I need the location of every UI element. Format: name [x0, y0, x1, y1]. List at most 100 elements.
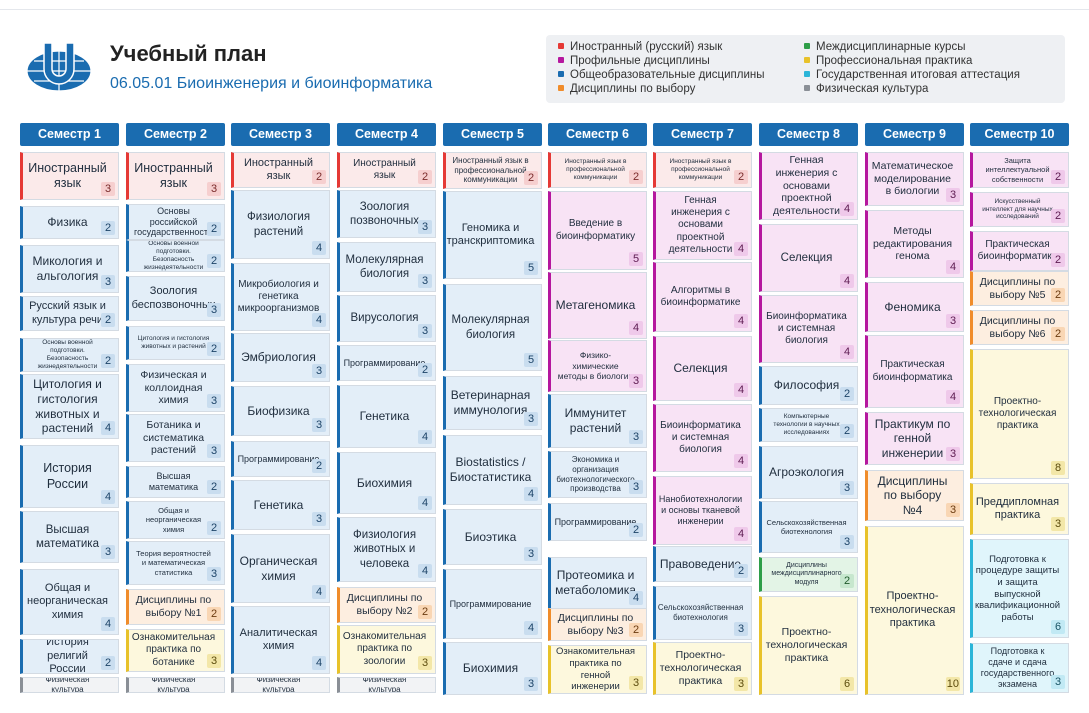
- course-card[interactable]: Сельскохозяйственная биотехнология 3: [759, 501, 858, 553]
- course-card[interactable]: История религий России 2: [20, 639, 119, 674]
- course-name: Основы российской государственности: [134, 205, 213, 238]
- course-card[interactable]: Нанобиотехнологии и основы тканевой инже…: [653, 476, 752, 545]
- course-card[interactable]: Подготовка к процедуре защиты и защита в…: [970, 539, 1069, 638]
- course-card[interactable]: Дисциплины по выбору №1 2: [126, 589, 225, 625]
- course-card[interactable]: Философия 2: [759, 366, 858, 405]
- course-card[interactable]: Молекулярная биология 3: [337, 242, 436, 292]
- course-card[interactable]: Основы военной подготовки. Безопасность …: [20, 338, 119, 372]
- course-card-physical-culture[interactable]: Физическая культура: [20, 677, 119, 693]
- course-card[interactable]: Ветеринарная иммунология 3: [443, 376, 542, 430]
- course-name: Иностранный язык в профессиональной комм…: [564, 158, 627, 181]
- course-card[interactable]: Алгоритмы в биоинформатике 4: [653, 262, 752, 332]
- course-card[interactable]: Высшая математика 2: [126, 466, 225, 498]
- course-card[interactable]: Ознакомительная практика по генной инжен…: [548, 645, 647, 694]
- course-card[interactable]: Проектно-технологическая практика 6: [759, 596, 858, 695]
- course-card[interactable]: Селекция 4: [653, 336, 752, 401]
- course-card[interactable]: Проектно-технологическая практика 3: [653, 642, 752, 695]
- course-card[interactable]: Иностранный язык 3: [126, 152, 225, 200]
- course-card[interactable]: Физика 2: [20, 206, 119, 239]
- course-card[interactable]: Зоология беспозвоночных 3: [126, 276, 225, 321]
- course-card[interactable]: Цитология и гистология животных и растен…: [126, 326, 225, 360]
- course-card[interactable]: Генетика 3: [231, 480, 330, 530]
- course-card[interactable]: Математическое моделирование в биологии 3: [865, 152, 964, 206]
- credits-badge: 2: [840, 387, 854, 401]
- course-card[interactable]: Аналитическая химия 4: [231, 606, 330, 674]
- course-card[interactable]: Молекулярная биология 5: [443, 284, 542, 371]
- course-card[interactable]: Иностранный язык 2: [337, 152, 436, 188]
- course-card[interactable]: Иностранный язык в профессиональной комм…: [548, 152, 647, 188]
- course-card[interactable]: Иммунитет растений 3: [548, 394, 647, 448]
- course-card[interactable]: Физиология растений 4: [231, 190, 330, 259]
- course-card-physical-culture[interactable]: Физическая культура: [231, 677, 330, 693]
- course-card[interactable]: История России 4: [20, 445, 119, 508]
- course-card[interactable]: Биофизика 3: [231, 386, 330, 436]
- course-card[interactable]: Дисциплины междисциплинарного модуля 2: [759, 557, 858, 592]
- course-card[interactable]: Основы военной подготовки. Безопасность …: [126, 240, 225, 272]
- course-card[interactable]: Биоинформатика и системная биология 4: [653, 404, 752, 472]
- course-card[interactable]: Программирование 2: [337, 345, 436, 381]
- course-card[interactable]: Практическая биоинформатика 2: [970, 231, 1069, 271]
- course-card[interactable]: Генная инженерия с основами проектной де…: [759, 152, 858, 220]
- course-card[interactable]: Защита интеллектуальной собственности 2: [970, 152, 1069, 188]
- course-card[interactable]: Методы редактирования генома 4: [865, 210, 964, 278]
- course-card[interactable]: Ознакомительная практика по зоологии 3: [337, 625, 436, 674]
- course-card[interactable]: Русский язык и культура речи 2: [20, 296, 119, 331]
- course-card[interactable]: Преддипломная практика 3: [970, 483, 1069, 535]
- course-card[interactable]: Искусственный интеллект для научных иссл…: [970, 192, 1069, 227]
- course-card[interactable]: Программирование 4: [443, 569, 542, 639]
- course-card[interactable]: Биохимия 4: [337, 452, 436, 514]
- course-card[interactable]: Физико-химические методы в биологии 3: [548, 340, 647, 392]
- course-card[interactable]: Компьютерные технологии в научных исслед…: [759, 408, 858, 442]
- course-card[interactable]: Сельскохозяйственная биотехнология 3: [653, 586, 752, 640]
- course-card[interactable]: Дисциплины по выбору №3 2: [548, 608, 647, 641]
- course-card[interactable]: Микробиология и генетика микроорганизмов…: [231, 263, 330, 331]
- course-card[interactable]: Физическая и коллоидная химия 3: [126, 364, 225, 412]
- course-card[interactable]: Феномика 3: [865, 282, 964, 332]
- course-card[interactable]: Эмбриология 3: [231, 333, 330, 382]
- course-card[interactable]: Практическая биоинформатика 4: [865, 335, 964, 408]
- course-card[interactable]: Дисциплины по выбору №5 2: [970, 271, 1069, 306]
- course-card[interactable]: Общая и неорганическая химия 2: [126, 501, 225, 539]
- course-card[interactable]: Программирование 2: [231, 441, 330, 477]
- course-card[interactable]: Биохимия 3: [443, 642, 542, 695]
- course-card[interactable]: Высшая математика 3: [20, 511, 119, 563]
- course-card-physical-culture[interactable]: Физическая культура: [126, 677, 225, 693]
- course-card[interactable]: Теория вероятностей и математическая ста…: [126, 541, 225, 585]
- course-card[interactable]: Дисциплины по выбору №6 2: [970, 310, 1069, 345]
- course-card[interactable]: Экономика и организация биотехнологическ…: [548, 451, 647, 498]
- course-card[interactable]: Практикум по генной инженерии 3: [865, 412, 964, 465]
- course-card[interactable]: Микология и альгология 3: [20, 245, 119, 293]
- course-card[interactable]: Физиология животных и человека 4: [337, 517, 436, 582]
- course-card[interactable]: Дисциплины по выбору №4 3: [865, 470, 964, 521]
- course-card[interactable]: Проектно-технологическая практика 8: [970, 349, 1069, 479]
- course-card[interactable]: Органическая химия 4: [231, 534, 330, 603]
- course-card[interactable]: Проектно-технологическая практика 10: [865, 526, 964, 695]
- course-card[interactable]: Иностранный язык в профессиональной комм…: [653, 152, 752, 188]
- course-card[interactable]: Протеомика и метаболомика 4: [548, 557, 647, 609]
- course-card[interactable]: Метагеномика 4: [548, 272, 647, 339]
- course-card[interactable]: Иностранный язык 2: [231, 152, 330, 188]
- course-card[interactable]: Цитология и гистология животных и растен…: [20, 374, 119, 439]
- course-card[interactable]: Основы российской государственности 2: [126, 204, 225, 240]
- course-card[interactable]: Общая и неорганическая химия 4: [20, 569, 119, 635]
- course-card[interactable]: Подготовка к сдаче и сдача государственн…: [970, 643, 1069, 693]
- course-card[interactable]: Генетика 4: [337, 385, 436, 448]
- course-card[interactable]: Биоинформатика и системная биология 4: [759, 295, 858, 363]
- course-card[interactable]: Иностранный язык 3: [20, 152, 119, 200]
- course-card[interactable]: Вирусология 3: [337, 295, 436, 342]
- course-card[interactable]: Ботаника и систематика растений 3: [126, 414, 225, 462]
- course-card[interactable]: Биоэтика 3: [443, 509, 542, 565]
- course-card[interactable]: Biostatistics / Биостатистика 4: [443, 435, 542, 505]
- course-card[interactable]: Генная инженерия с основами проектной де…: [653, 191, 752, 260]
- course-card-physical-culture[interactable]: Физическая культура: [337, 677, 436, 693]
- course-card[interactable]: Дисциплины по выбору №2 2: [337, 587, 436, 623]
- course-card[interactable]: Зоология позвоночных 3: [337, 190, 436, 238]
- course-card[interactable]: Ознакомительная практика по ботанике 3: [126, 629, 225, 672]
- course-card[interactable]: Правоведение 2: [653, 546, 752, 582]
- course-card[interactable]: Введение в биоинформатику 5: [548, 191, 647, 270]
- course-card[interactable]: Геномика и транскриптомика 5: [443, 191, 542, 279]
- course-card[interactable]: Программирование 2: [548, 503, 647, 541]
- course-card[interactable]: Иностранный язык в профессиональной комм…: [443, 152, 542, 189]
- course-card[interactable]: Селекция 4: [759, 224, 858, 292]
- course-card[interactable]: Агроэкология 3: [759, 446, 858, 499]
